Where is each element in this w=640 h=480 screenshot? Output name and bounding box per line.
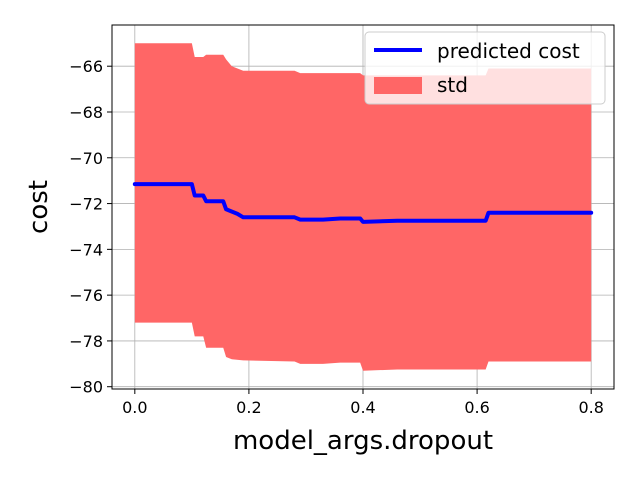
y-tick-label: −74	[69, 240, 103, 259]
y-axis-label: cost	[24, 180, 54, 234]
legend-label-predicted-cost: predicted cost	[437, 39, 580, 63]
x-tick-label: 0.0	[122, 398, 147, 417]
y-tick-label: −68	[69, 103, 103, 122]
x-tick-label: 0.2	[236, 398, 261, 417]
legend-band-swatch	[374, 77, 422, 94]
y-tick-label: −72	[69, 195, 103, 214]
x-tick-label: 0.4	[350, 398, 375, 417]
x-tick-label: 0.8	[578, 398, 603, 417]
y-tick-label: −66	[69, 57, 103, 76]
std-band	[134, 43, 592, 371]
y-tick-label: −76	[69, 286, 103, 305]
x-tick-label: 0.6	[464, 398, 489, 417]
legend-box	[364, 31, 606, 105]
x-axis: 0.0 0.2 0.4 0.6 0.8	[122, 389, 604, 417]
y-axis: −66 −68 −70 −72 −74 −76 −78 −80	[69, 57, 112, 397]
legend-label-std: std	[437, 73, 468, 97]
legend: predicted cost std	[364, 31, 606, 105]
predicted-cost-line	[132, 182, 594, 224]
y-tick-label: −70	[69, 149, 103, 168]
y-tick-label: −78	[69, 332, 103, 351]
x-axis-label: model_args.dropout	[233, 426, 493, 456]
y-tick-label: −80	[69, 378, 103, 397]
